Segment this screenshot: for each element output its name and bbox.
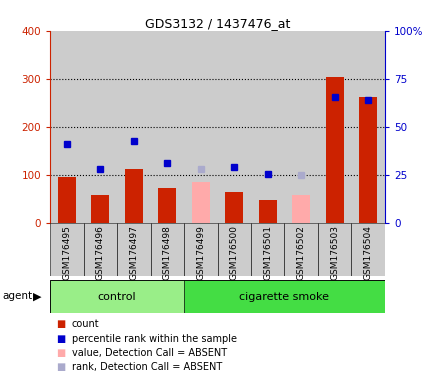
Bar — [117, 223, 150, 276]
Text: ■: ■ — [56, 319, 66, 329]
Bar — [184, 280, 384, 313]
Text: cigarette smoke: cigarette smoke — [239, 291, 329, 302]
Bar — [50, 31, 83, 223]
Bar — [250, 31, 284, 223]
Bar — [250, 223, 284, 276]
Title: GDS3132 / 1437476_at: GDS3132 / 1437476_at — [145, 17, 289, 30]
Text: count: count — [72, 319, 99, 329]
Text: GSM176500: GSM176500 — [229, 225, 238, 280]
Bar — [325, 77, 343, 223]
Bar — [184, 31, 217, 223]
Bar — [284, 31, 317, 223]
Text: ■: ■ — [56, 362, 66, 372]
Bar — [57, 177, 76, 223]
Bar — [124, 169, 143, 223]
Bar — [91, 195, 109, 223]
Bar — [191, 182, 210, 223]
Text: GSM176496: GSM176496 — [95, 225, 105, 280]
Text: percentile rank within the sample: percentile rank within the sample — [72, 334, 236, 344]
Text: GSM176503: GSM176503 — [329, 225, 339, 280]
Bar — [158, 188, 176, 223]
Text: GSM176498: GSM176498 — [162, 225, 171, 280]
Bar — [150, 31, 184, 223]
Text: ■: ■ — [56, 348, 66, 358]
Bar — [83, 31, 117, 223]
Text: ▶: ▶ — [33, 291, 41, 301]
Text: agent: agent — [2, 291, 32, 301]
Text: GSM176495: GSM176495 — [62, 225, 71, 280]
Bar — [150, 223, 184, 276]
Bar — [50, 223, 83, 276]
Text: control: control — [98, 291, 136, 302]
Bar — [317, 223, 351, 276]
Text: GSM176504: GSM176504 — [363, 225, 372, 280]
Bar — [83, 223, 117, 276]
Text: GSM176497: GSM176497 — [129, 225, 138, 280]
Bar — [224, 192, 243, 223]
Bar — [258, 200, 276, 223]
Text: rank, Detection Call = ABSENT: rank, Detection Call = ABSENT — [72, 362, 221, 372]
Text: GSM176501: GSM176501 — [263, 225, 272, 280]
Bar — [50, 280, 184, 313]
Bar — [217, 31, 250, 223]
Bar — [217, 223, 250, 276]
Bar — [351, 31, 384, 223]
Text: GSM176499: GSM176499 — [196, 225, 205, 280]
Bar — [117, 31, 150, 223]
Bar — [291, 195, 310, 223]
Text: GSM176502: GSM176502 — [296, 225, 305, 280]
Bar — [351, 223, 384, 276]
Bar — [284, 223, 317, 276]
Bar — [317, 31, 351, 223]
Bar — [184, 223, 217, 276]
Text: ■: ■ — [56, 334, 66, 344]
Bar — [358, 97, 377, 223]
Text: value, Detection Call = ABSENT: value, Detection Call = ABSENT — [72, 348, 227, 358]
